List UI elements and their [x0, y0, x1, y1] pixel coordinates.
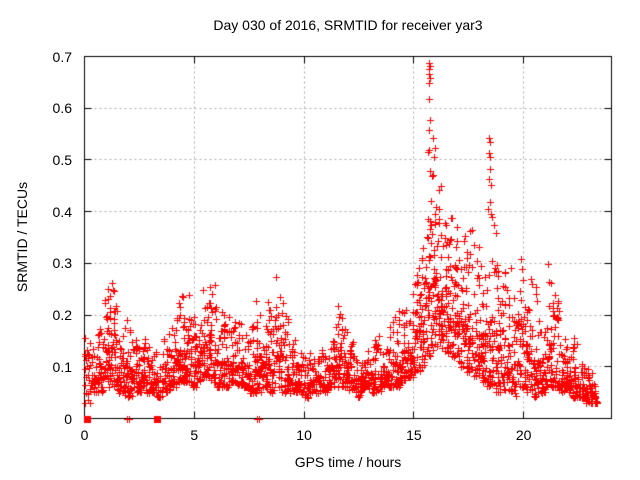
y-axis-label-text: SRMTID / TECUs [14, 181, 30, 293]
chart-title: Day 030 of 2016, SRMTID for receiver yar… [213, 17, 483, 33]
x-tick-label: 10 [296, 427, 312, 443]
y-tick-label: 0.2 [52, 307, 72, 324]
y-tick-label: 0 [64, 410, 72, 427]
x-tick-label: 5 [190, 427, 199, 443]
y-tick-label: 0.3 [52, 255, 72, 272]
x-tick-label: 15 [406, 427, 422, 443]
y-tick-label: 0.7 [52, 48, 72, 65]
x-tick-label: 0 [80, 427, 89, 443]
y-tick-label: 0.4 [52, 203, 72, 220]
y-tick-label: 0.6 [52, 100, 72, 117]
x-tick-label: 20 [515, 427, 532, 443]
x-axis-label: GPS time / hours [294, 454, 402, 470]
y-tick-label: 0.5 [52, 151, 72, 168]
y-tick-label: 0.1 [52, 358, 72, 375]
